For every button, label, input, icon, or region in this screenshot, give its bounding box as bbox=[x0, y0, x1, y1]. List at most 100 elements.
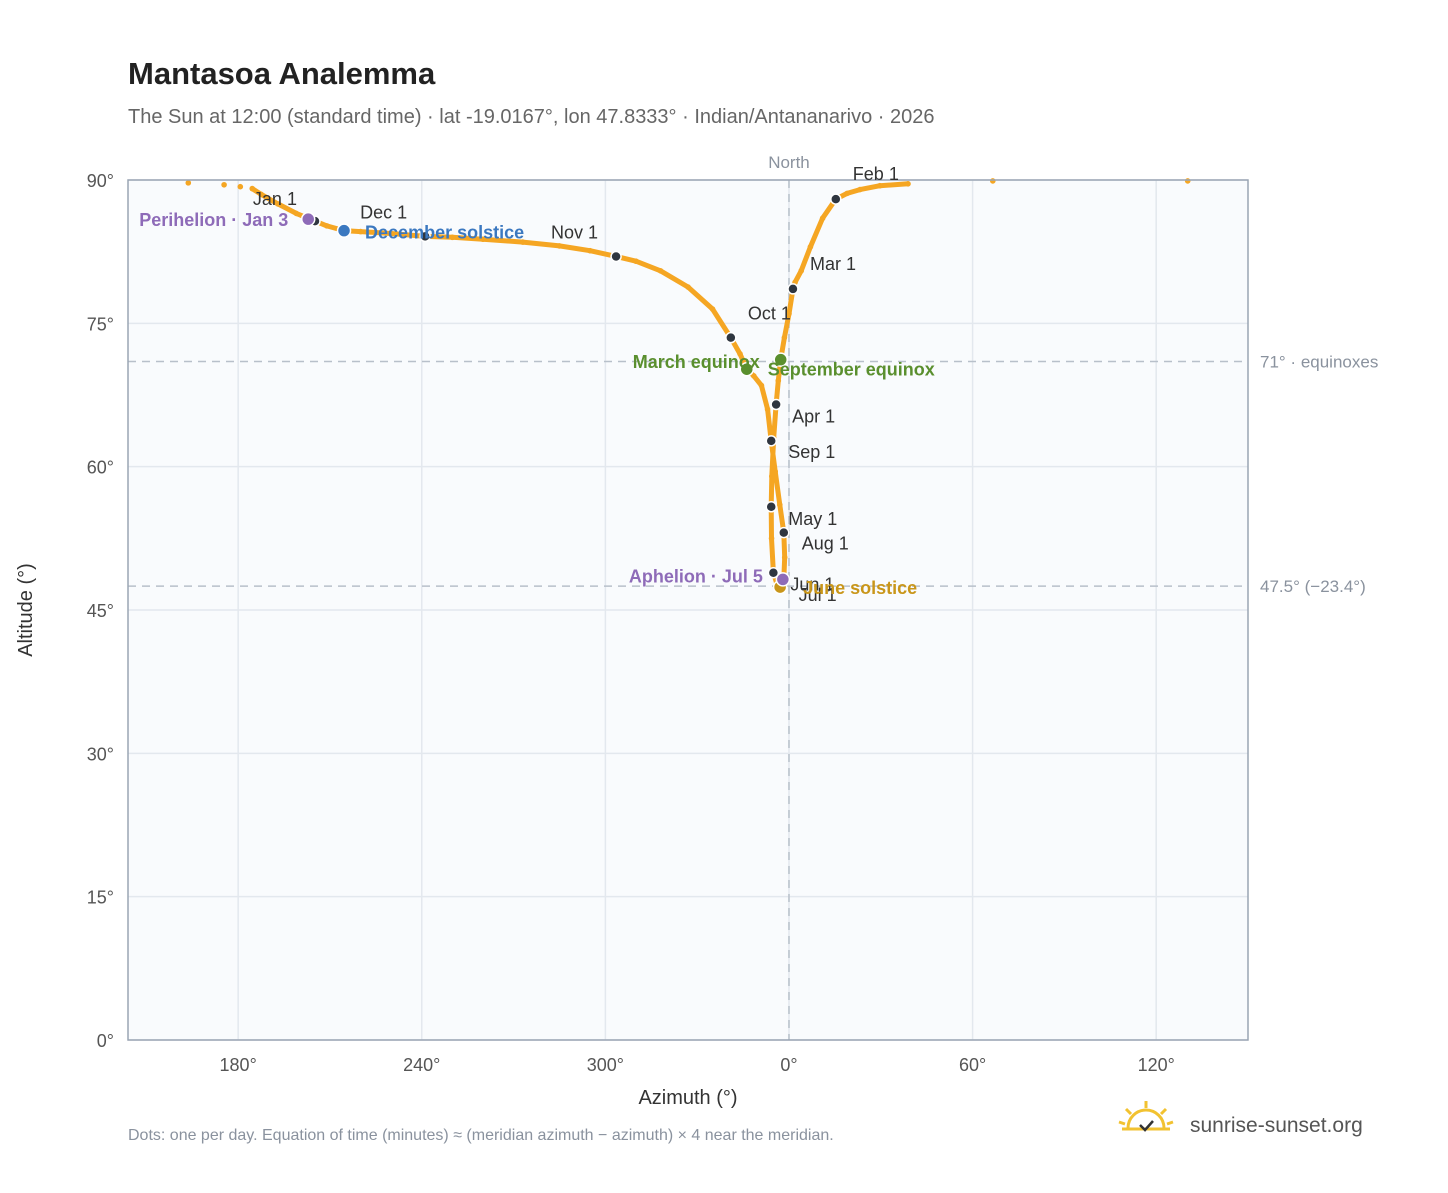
daily-dot bbox=[249, 185, 256, 192]
month-label: Sep 1 bbox=[788, 442, 835, 462]
daily-dot bbox=[777, 502, 783, 508]
daily-dot bbox=[275, 201, 281, 207]
north-label: North bbox=[768, 153, 810, 172]
daily-dot bbox=[449, 234, 456, 241]
event-label: Perihelion · Jan 3 bbox=[139, 210, 288, 230]
daily-dot bbox=[877, 182, 883, 189]
daily-dot bbox=[772, 468, 779, 475]
event-marker bbox=[773, 352, 788, 367]
x-tick-label: 240° bbox=[403, 1055, 440, 1075]
daily-dot bbox=[798, 267, 805, 274]
month-label: Jun 1 bbox=[790, 575, 834, 595]
y-tick-label: 90° bbox=[87, 171, 114, 191]
y-tick-label: 0° bbox=[97, 1031, 114, 1051]
month-marker bbox=[725, 331, 737, 344]
daily-dot bbox=[905, 181, 911, 187]
reference-label: 47.5° (−23.4°) bbox=[1260, 577, 1366, 596]
chart-title: Mantasoa Analemma bbox=[128, 56, 436, 91]
x-axis-title: Azimuth (°) bbox=[638, 1087, 737, 1109]
daily-dot bbox=[185, 180, 192, 186]
month-marker bbox=[770, 398, 782, 411]
daily-dot bbox=[633, 258, 639, 265]
daily-dot bbox=[685, 284, 691, 290]
month-label: Jan 1 bbox=[253, 189, 297, 209]
daily-dot bbox=[819, 215, 826, 222]
daily-dot bbox=[657, 267, 664, 274]
daily-dot bbox=[258, 191, 264, 198]
brand-name[interactable]: sunrise-sunset.org bbox=[1190, 1114, 1363, 1137]
daily-dot bbox=[388, 230, 394, 237]
y-axis-title: Altitude (°) bbox=[15, 563, 37, 657]
daily-dot bbox=[807, 244, 814, 250]
month-marker bbox=[767, 566, 780, 579]
daily-dot bbox=[293, 210, 300, 217]
daily-dot bbox=[556, 243, 563, 249]
daily-dot bbox=[480, 236, 486, 243]
event-label: September equinox bbox=[768, 360, 935, 380]
event-label: June solstice bbox=[803, 578, 917, 598]
daily-dot bbox=[737, 351, 743, 357]
chart-subtitle: The Sun at 12:00 (standard time) · lat -… bbox=[128, 106, 935, 128]
event-label: Aphelion · Jul 5 bbox=[629, 566, 763, 586]
daily-dot bbox=[769, 473, 775, 480]
x-tick-label: 300° bbox=[587, 1055, 624, 1075]
month-label: Feb 1 bbox=[853, 164, 899, 184]
month-marker bbox=[830, 193, 842, 205]
month-marker bbox=[765, 435, 777, 447]
daily-dot bbox=[221, 181, 227, 188]
daily-dot bbox=[587, 247, 593, 254]
x-tick-label: 120° bbox=[1138, 1055, 1175, 1075]
daily-dot bbox=[781, 334, 788, 341]
y-tick-label: 30° bbox=[87, 744, 114, 764]
daily-dot bbox=[709, 306, 716, 312]
month-label: Mar 1 bbox=[810, 254, 856, 274]
y-tick-label: 75° bbox=[87, 314, 114, 334]
brand-logo bbox=[1118, 1101, 1174, 1132]
month-marker bbox=[610, 250, 622, 263]
event-marker bbox=[300, 211, 316, 227]
month-marker bbox=[419, 230, 431, 243]
daily-dot bbox=[237, 183, 244, 190]
month-marker bbox=[787, 283, 799, 295]
event-label: March equinox bbox=[633, 352, 760, 372]
x-tick-label: 0° bbox=[780, 1055, 797, 1075]
month-marker bbox=[778, 526, 790, 539]
month-label: Oct 1 bbox=[748, 304, 791, 324]
footnote: Dots: one per day. Equation of time (min… bbox=[128, 1127, 834, 1144]
marks bbox=[185, 178, 1191, 595]
event-marker bbox=[775, 572, 791, 587]
reference-label: 71° · equinoxes bbox=[1260, 353, 1378, 372]
daily-dot bbox=[989, 178, 996, 184]
daily-dot bbox=[764, 406, 771, 413]
daily-dot bbox=[750, 373, 757, 379]
month-label: Dec 1 bbox=[360, 202, 407, 222]
month-label: Jul 1 bbox=[799, 585, 837, 605]
month-marker bbox=[765, 501, 777, 513]
plot-border bbox=[127, 179, 1249, 1041]
x-tick-label: 60° bbox=[959, 1055, 986, 1075]
month-label: Nov 1 bbox=[551, 222, 598, 242]
y-tick-label: 15° bbox=[87, 888, 114, 908]
daily-dot bbox=[786, 310, 792, 317]
daily-dot bbox=[357, 228, 364, 235]
month-label: Apr 1 bbox=[792, 407, 835, 427]
x-tick-label: 180° bbox=[220, 1055, 257, 1075]
month-label: May 1 bbox=[788, 509, 837, 529]
daily-dot bbox=[519, 239, 526, 245]
daily-dot bbox=[768, 535, 775, 542]
daily-dot bbox=[324, 223, 330, 229]
daily-dot bbox=[758, 382, 765, 389]
event-marker bbox=[739, 361, 755, 377]
daily-dot bbox=[857, 186, 863, 193]
daily-dot bbox=[1184, 178, 1191, 184]
daily-dot bbox=[781, 554, 788, 561]
daily-dot bbox=[844, 190, 850, 197]
y-tick-label: 45° bbox=[87, 601, 114, 621]
event-marker bbox=[336, 223, 352, 238]
daily-dot bbox=[775, 377, 782, 384]
y-tick-label: 60° bbox=[87, 458, 114, 478]
event-label: December solstice bbox=[365, 223, 524, 243]
month-label: Aug 1 bbox=[802, 534, 849, 554]
